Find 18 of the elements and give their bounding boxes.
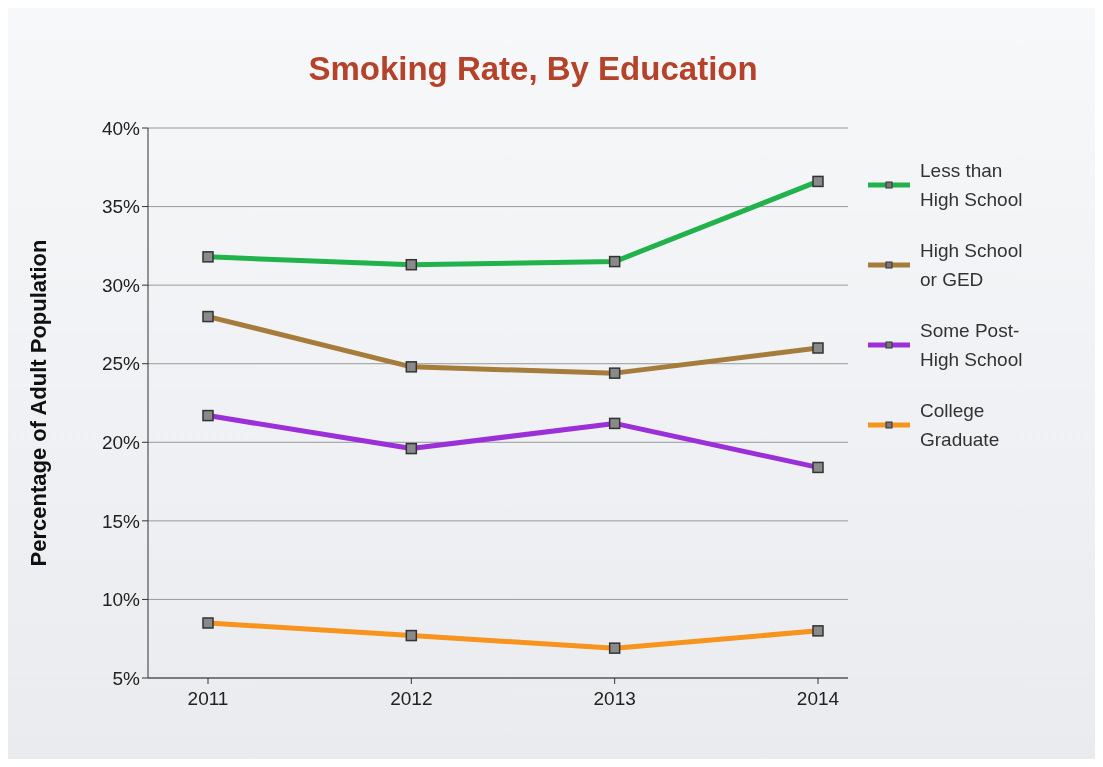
x-tick-label: 2012: [390, 688, 433, 710]
y-tick-label: 15%: [101, 510, 141, 532]
chart-title: Smoking Rate, By Education: [307, 49, 759, 87]
y-tick-label: 35%: [101, 196, 141, 218]
y-axis-title: Percentage of Adult Population: [25, 239, 51, 567]
legend-label: High School or GED: [920, 239, 1024, 292]
legend-label: Some Post-High School: [920, 319, 1024, 372]
x-tick-label: 2014: [796, 688, 840, 710]
y-tick-label: 40%: [101, 117, 141, 139]
y-tick-label: 5%: [112, 667, 141, 689]
x-tick-label: 2011: [187, 688, 229, 710]
y-tick-label: 25%: [101, 353, 141, 375]
legend-label: Less than High School: [920, 159, 1024, 212]
y-tick-label: 10%: [101, 589, 141, 611]
x-tick-label: 2013: [593, 688, 636, 710]
y-tick-label: 20%: [101, 432, 141, 454]
legend-label: College Graduate: [920, 399, 1001, 452]
y-tick-label: 30%: [101, 274, 141, 296]
